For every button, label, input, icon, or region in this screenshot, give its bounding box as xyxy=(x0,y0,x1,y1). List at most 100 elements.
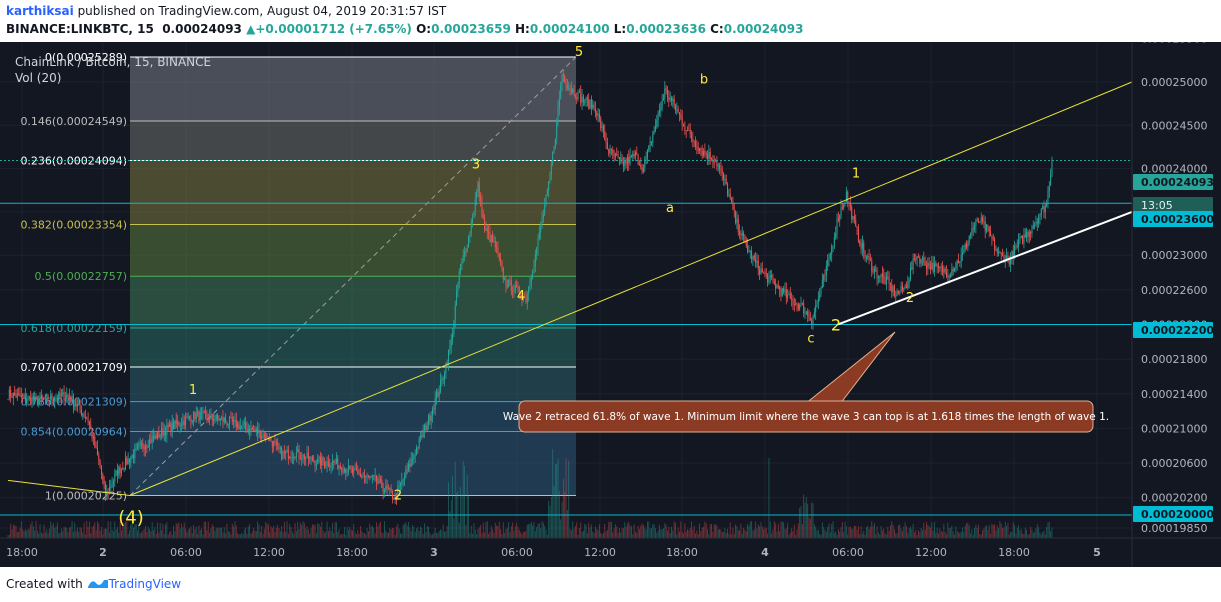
price-axis[interactable]: 0.000255000.000250000.000245000.00024000… xyxy=(1141,42,1207,535)
legend-title: ChainLink / Bitcoin, 15, BINANCE xyxy=(15,55,211,69)
publish-info: karthiksai published on TradingView.com,… xyxy=(6,4,446,18)
volume-bar xyxy=(171,534,173,538)
candle-body xyxy=(174,420,176,430)
volume-bar xyxy=(113,531,114,538)
candle-body xyxy=(346,472,348,474)
volume-bar xyxy=(1012,522,1014,538)
candle-body xyxy=(689,130,691,135)
candle-body xyxy=(108,486,110,494)
author-link[interactable]: karthiksai xyxy=(6,4,74,18)
volume-bar xyxy=(795,534,797,538)
candle-body xyxy=(462,255,464,261)
candle-body xyxy=(888,277,890,284)
volume-bar xyxy=(50,521,52,538)
candle-body xyxy=(609,148,611,154)
candle-body xyxy=(12,392,14,398)
volume-bar xyxy=(129,530,130,538)
candle-body xyxy=(795,303,797,305)
volume-bar xyxy=(938,533,939,538)
volume-bar xyxy=(781,521,783,538)
volume-bar xyxy=(461,494,463,538)
candle-body xyxy=(234,419,236,421)
candle-body xyxy=(405,469,407,478)
callout-annotation[interactable]: Wave 2 retraced 61.8% of wave 1. Minimum… xyxy=(503,331,1109,433)
candle-body xyxy=(676,109,678,111)
volume-bar xyxy=(355,534,357,538)
volume-bar xyxy=(759,526,761,538)
volume-bar xyxy=(950,528,951,538)
candle-body xyxy=(497,247,499,254)
candle-body xyxy=(374,475,376,477)
volume-bar xyxy=(939,528,941,538)
candle-body xyxy=(695,141,697,147)
candle-body xyxy=(553,147,555,152)
volume-bar xyxy=(776,531,778,538)
candle-body xyxy=(625,160,627,164)
candle-body xyxy=(687,129,689,131)
volume-bar xyxy=(848,527,850,538)
candle-body xyxy=(508,279,510,288)
candle-body xyxy=(175,420,177,424)
volume-bar xyxy=(990,534,992,538)
time-axis[interactable]: 18:00 2 06:00 12:00 18:00 3 06:00 12:00 18:00 4 06… xyxy=(6,546,1101,559)
volume-bar xyxy=(836,534,838,538)
candle-body xyxy=(812,317,814,325)
candle-body xyxy=(233,419,235,422)
volume-bar xyxy=(688,530,690,538)
volume-bar xyxy=(852,528,854,538)
candle-body xyxy=(67,395,69,397)
volume-bar xyxy=(62,531,64,538)
candle-body xyxy=(668,97,670,100)
volume-bar xyxy=(632,534,634,538)
fibonacci-retracement[interactable]: 0(0.00025289)0.146(0.00024549)0.236(0.00… xyxy=(20,51,577,503)
candle-body xyxy=(613,153,615,157)
candle-body xyxy=(281,447,283,460)
volume-bar xyxy=(857,526,859,538)
volume-bar xyxy=(205,521,207,538)
volume-bar xyxy=(867,525,869,538)
volume-bar xyxy=(580,522,582,538)
candle-body xyxy=(96,447,98,456)
candle-body xyxy=(1003,255,1005,263)
volume-bar xyxy=(875,534,877,538)
volume-bar xyxy=(712,531,714,538)
candle-body xyxy=(789,293,791,299)
candle-body xyxy=(501,262,503,268)
candle-body xyxy=(262,434,264,437)
volume-bar xyxy=(974,527,975,538)
price-chart[interactable]: 0(0.00025289)0.146(0.00024549)0.236(0.00… xyxy=(0,42,1221,567)
candle-body xyxy=(616,153,618,156)
candle-body xyxy=(221,417,223,419)
candle-body xyxy=(924,262,926,266)
candlesticks xyxy=(7,69,1053,505)
tradingview-link[interactable]: TradingView xyxy=(108,577,182,591)
volume-bar xyxy=(339,534,341,538)
volume-bar xyxy=(209,532,211,538)
volume-bar xyxy=(12,524,14,538)
horizontal-levels[interactable] xyxy=(0,160,1132,516)
low-value: 0.00023636 xyxy=(626,22,706,36)
candle-body xyxy=(520,295,522,298)
candle-body xyxy=(31,398,33,405)
trendlines[interactable] xyxy=(7,81,1133,497)
candle-body xyxy=(1030,231,1032,234)
candle-body xyxy=(259,430,261,439)
candle-body xyxy=(386,485,388,489)
volume-bar xyxy=(540,528,542,538)
volume-bar xyxy=(628,521,630,538)
candle-body xyxy=(840,207,842,216)
candle-body xyxy=(736,218,738,223)
volume-bar xyxy=(7,534,9,538)
volume-bar xyxy=(514,526,516,538)
candle-body xyxy=(357,470,359,473)
candle-body xyxy=(912,258,914,270)
volume-bar xyxy=(853,525,855,538)
candle-body xyxy=(747,246,749,252)
candle-body xyxy=(522,296,524,301)
candle-body xyxy=(1036,221,1038,224)
volume-bar xyxy=(1024,527,1026,538)
candle-body xyxy=(532,272,534,279)
candle-body xyxy=(38,399,40,405)
candle-body xyxy=(44,394,46,399)
volume-bar xyxy=(967,522,969,538)
